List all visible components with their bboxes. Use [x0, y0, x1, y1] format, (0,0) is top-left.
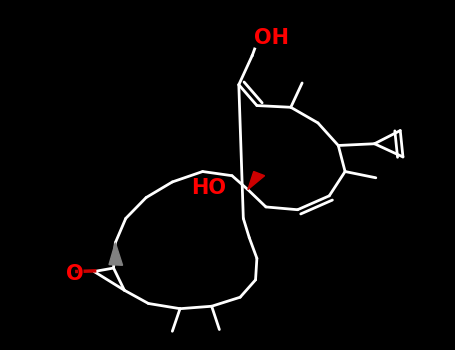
Polygon shape — [109, 243, 122, 265]
Text: OH: OH — [254, 28, 289, 48]
Text: O: O — [66, 264, 84, 284]
Polygon shape — [248, 172, 264, 190]
Text: HO: HO — [191, 178, 226, 198]
